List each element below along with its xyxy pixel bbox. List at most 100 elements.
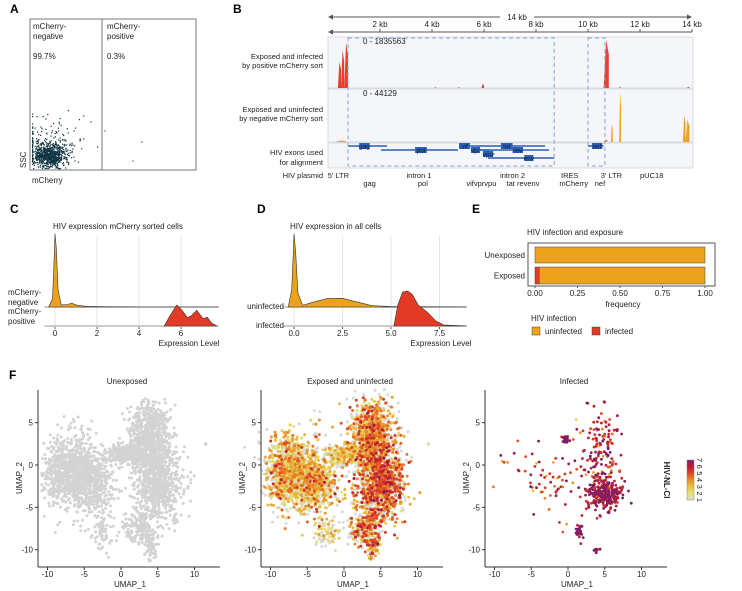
umap-point <box>73 426 77 430</box>
umap-point <box>51 490 55 494</box>
flow-point <box>42 156 44 158</box>
flow-point <box>50 159 52 161</box>
umap-point <box>395 417 399 421</box>
track-1-label-1: Exposed and infected <box>251 52 323 61</box>
umap-point <box>156 481 160 485</box>
umap-point <box>165 498 169 502</box>
flow-point <box>45 142 47 144</box>
coverage-peak <box>603 40 609 88</box>
coverage-peak <box>434 87 436 88</box>
panel-label-b: B <box>233 2 242 16</box>
umap-point <box>265 428 269 432</box>
umap-point <box>156 459 160 463</box>
flow-point <box>49 160 51 162</box>
flow-point <box>40 130 43 133</box>
flow-point <box>46 161 49 163</box>
umap-point <box>165 426 169 430</box>
flow-point <box>50 152 52 154</box>
umap-point <box>306 513 310 517</box>
umap-title: Unexposed <box>107 377 147 386</box>
umap-point <box>76 456 80 459</box>
umap-point <box>133 515 136 519</box>
umap-point <box>90 533 94 537</box>
plasmid-label: HIV plasmid <box>283 171 323 180</box>
umap-point <box>53 531 57 535</box>
umap-point <box>136 485 140 489</box>
exon-track-label-1: HIV exons used <box>270 148 323 157</box>
flow-point <box>66 128 68 130</box>
flow-point <box>45 146 47 148</box>
umap-point <box>179 482 183 486</box>
flow-point <box>62 149 65 151</box>
umap-point <box>55 465 59 469</box>
flow-point <box>40 150 42 152</box>
flow-point <box>56 166 58 168</box>
umap-point <box>94 540 98 544</box>
flow-point <box>60 124 62 127</box>
umap-point <box>67 492 71 496</box>
umap-point <box>160 436 164 440</box>
flow-point <box>34 145 36 147</box>
umap-point <box>46 483 50 487</box>
umap-point <box>164 502 167 506</box>
plasmid-feature-label: mCherry <box>559 179 588 188</box>
umap-point <box>79 504 82 508</box>
flow-point <box>39 153 41 155</box>
umap-point <box>138 462 142 466</box>
umap-point <box>59 426 63 430</box>
flow-point <box>52 144 54 146</box>
umap-point <box>160 511 164 515</box>
umap-point <box>155 440 158 444</box>
umap-point <box>64 464 68 468</box>
umap-point <box>64 487 68 491</box>
umap-point <box>163 429 166 433</box>
flow-point <box>33 151 35 153</box>
flow-point <box>71 150 73 152</box>
umap-point <box>69 421 73 425</box>
flow-point <box>67 149 69 151</box>
flow-point <box>37 157 39 159</box>
umap-point <box>187 514 191 518</box>
flow-point <box>83 138 85 140</box>
umap-point <box>97 510 101 514</box>
umap-point <box>95 515 99 519</box>
panel-label-e: E <box>472 202 480 216</box>
umap-point <box>92 464 96 468</box>
flow-point <box>79 139 81 141</box>
flow-point <box>33 161 35 163</box>
umap-point <box>81 431 85 435</box>
umap-point <box>157 542 161 546</box>
umap-point <box>134 462 138 466</box>
flow-point <box>42 160 44 162</box>
umap-point <box>87 501 91 505</box>
umap-point <box>88 468 92 472</box>
flow-point <box>54 155 56 157</box>
umap-point <box>72 477 76 481</box>
flow-point <box>49 145 51 147</box>
coverage-peak <box>341 49 345 88</box>
umap-point <box>90 510 94 514</box>
umap-point <box>104 534 108 538</box>
flow-point <box>63 156 65 158</box>
flow-point <box>58 157 60 160</box>
plasmid-feature-label: 5' LTR <box>328 171 350 180</box>
umap-point <box>117 490 121 493</box>
umap-point <box>99 520 103 524</box>
umap-point <box>270 520 274 524</box>
ridge-label: negative <box>8 298 39 307</box>
flow-point <box>46 149 48 151</box>
y-axis-label: SSC <box>19 151 28 168</box>
flow-point <box>55 159 57 161</box>
arrow-right-icon <box>687 14 692 20</box>
umap-point <box>158 422 162 425</box>
umap-point <box>147 509 150 513</box>
flow-point <box>47 151 49 153</box>
flow-point <box>37 143 39 145</box>
umap-point <box>98 532 102 535</box>
flow-point <box>57 127 59 129</box>
umap-point <box>172 507 176 511</box>
flow-point <box>51 148 53 150</box>
umap-point <box>137 415 141 419</box>
flow-point <box>40 144 42 146</box>
umap-point <box>145 406 149 410</box>
